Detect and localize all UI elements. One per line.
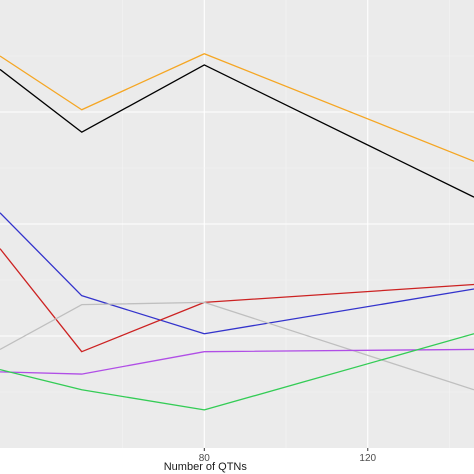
series-line-5 xyxy=(0,301,474,391)
series-line-2 xyxy=(0,64,474,198)
x-axis-ticks: 80 120 xyxy=(199,448,377,464)
series-layer xyxy=(0,53,474,411)
x-axis-title: Number of QTNs xyxy=(164,461,248,473)
series-line-6 xyxy=(0,348,474,375)
series-line-3 xyxy=(0,212,474,335)
grid xyxy=(0,0,474,448)
series-line-4 xyxy=(0,248,474,353)
x-tick-label: 80 xyxy=(199,453,211,464)
series-line-1 xyxy=(0,53,474,162)
x-tick-label: 120 xyxy=(359,453,376,464)
series-line-7 xyxy=(0,333,474,411)
